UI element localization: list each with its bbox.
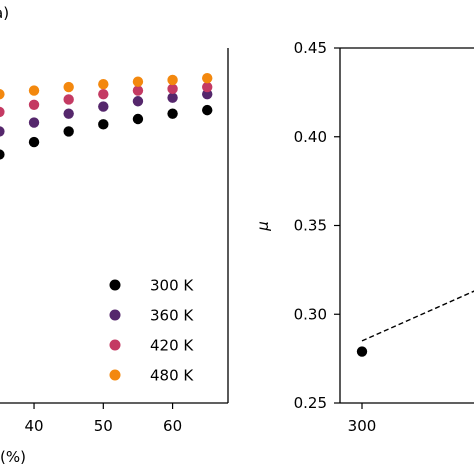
- data-point: [98, 119, 109, 130]
- fit-line: [361, 290, 474, 342]
- right-panel: 0.25 0.30 0.35 0.40 0.45 300 μ: [254, 39, 474, 435]
- data-point: [0, 149, 5, 160]
- data-point: [28, 136, 40, 148]
- right-y-tick-label: 0.25: [294, 394, 327, 412]
- right-x-ticks: 300: [348, 403, 377, 435]
- legend-marker: [109, 279, 121, 291]
- right-y-tick-label: 0.45: [294, 39, 327, 57]
- data-point: [98, 79, 109, 90]
- data-point: [63, 126, 74, 137]
- data-point: [132, 113, 144, 125]
- left-x-axis-title: (%): [0, 448, 26, 466]
- legend-label: 360 K: [150, 307, 194, 325]
- data-point: [98, 101, 109, 112]
- legend-label: 300 K: [150, 277, 194, 295]
- right-y-tick-label: 0.40: [294, 128, 327, 146]
- data-point: [28, 117, 40, 128]
- data-point: [0, 126, 5, 137]
- legend-label: 420 K: [150, 337, 194, 355]
- panel-label: a): [0, 4, 9, 22]
- data-point: [28, 99, 40, 111]
- data-point: [202, 104, 213, 116]
- data-point: [356, 346, 368, 357]
- left-x-tick-label: 50: [94, 417, 113, 435]
- data-point: [0, 88, 5, 100]
- left-x-tick-label: 40: [24, 417, 43, 435]
- right-y-axis-title: μ: [254, 221, 272, 232]
- data-point: [63, 108, 74, 119]
- data-point: [63, 94, 74, 105]
- legend: 300 K 360 K 420 K 480 K: [109, 277, 194, 385]
- right-x-tick-label: 300: [348, 417, 377, 435]
- data-point: [63, 81, 74, 93]
- data-point: [132, 76, 144, 87]
- right-data-points: [356, 346, 368, 357]
- data-point: [202, 81, 213, 93]
- left-x-ticks: 40 50 60: [24, 403, 182, 435]
- left-panel: a) 40 50 60 (%) 300 K 360 K 420 K 480 K: [0, 4, 229, 466]
- right-y-tick-label: 0.35: [294, 217, 327, 235]
- data-point: [132, 96, 144, 107]
- left-x-tick-label: 60: [163, 417, 182, 435]
- data-point: [28, 85, 40, 96]
- legend-marker: [109, 339, 121, 351]
- data-point: [98, 88, 109, 100]
- data-point: [167, 108, 178, 119]
- right-y-tick-label: 0.30: [294, 305, 327, 323]
- legend-label: 480 K: [150, 367, 194, 385]
- left-data-points: [0, 72, 213, 160]
- right-fit-line-group: [361, 290, 474, 342]
- right-y-ticks: 0.25 0.30 0.35 0.40 0.45: [294, 39, 340, 412]
- data-point: [167, 83, 178, 95]
- data-point: [167, 92, 178, 103]
- legend-marker: [109, 309, 121, 321]
- data-point: [167, 74, 178, 86]
- data-point: [0, 106, 5, 118]
- data-point: [132, 85, 144, 96]
- data-point: [202, 72, 213, 84]
- legend-marker: [109, 369, 121, 381]
